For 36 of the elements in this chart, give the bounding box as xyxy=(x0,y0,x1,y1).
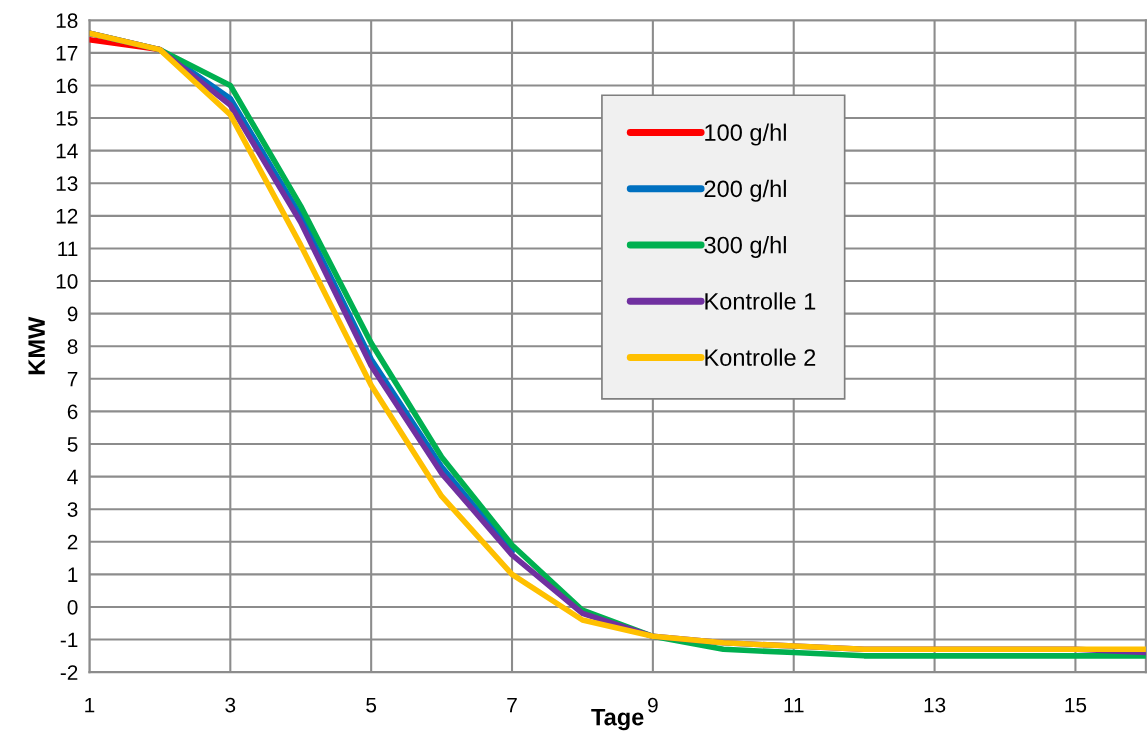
y-tick-label: 11 xyxy=(58,241,78,256)
y-tick-label: 15 xyxy=(56,111,78,126)
y-tick-label: 16 xyxy=(56,78,78,94)
y-tick-label: 6 xyxy=(67,404,78,420)
y-tick-label: -2 xyxy=(60,665,78,680)
y-tick-label: 4 xyxy=(67,469,78,485)
y-tick-label: 13 xyxy=(56,176,78,191)
legend-label: 100 g/hl xyxy=(705,123,786,146)
y-tick-label: 2 xyxy=(67,534,78,550)
y-tick-label: 14 xyxy=(56,143,78,159)
x-tick-label: 5 xyxy=(366,697,377,713)
x-axis-title: Tage xyxy=(591,709,644,731)
y-tick-label: 12 xyxy=(56,208,78,224)
y-tick-label: 1 xyxy=(68,567,78,582)
x-tick-label: 7 xyxy=(507,697,517,713)
y-axis-title: KMW xyxy=(28,316,45,375)
y-tick-label: 9 xyxy=(67,306,78,322)
legend-label: 300 g/hl xyxy=(704,236,786,259)
y-tick-label: 8 xyxy=(67,339,78,354)
legend-label: Kontrolle 1 xyxy=(705,292,816,310)
x-tick-label: 9 xyxy=(648,697,658,713)
x-tick-label: 3 xyxy=(225,697,236,713)
x-tick-label: 15 xyxy=(1065,697,1087,713)
y-tick-label: 5 xyxy=(67,437,78,452)
y-tick-label: 0 xyxy=(67,599,78,615)
y-tick-label: 18 xyxy=(56,13,78,29)
y-tick-label: -1 xyxy=(60,632,78,648)
x-tick-label: 1 xyxy=(85,697,95,713)
legend-label: 200 g/hl xyxy=(704,179,786,202)
x-tick-label: 11 xyxy=(784,697,804,713)
y-tick-label: 10 xyxy=(56,274,78,289)
y-tick-label: 17 xyxy=(56,46,78,61)
x-tick-label: 13 xyxy=(924,697,946,713)
legend-label: Kontrolle 2 xyxy=(705,348,816,366)
y-tick-label: 7 xyxy=(67,372,78,387)
y-tick-label: 3 xyxy=(67,502,78,517)
